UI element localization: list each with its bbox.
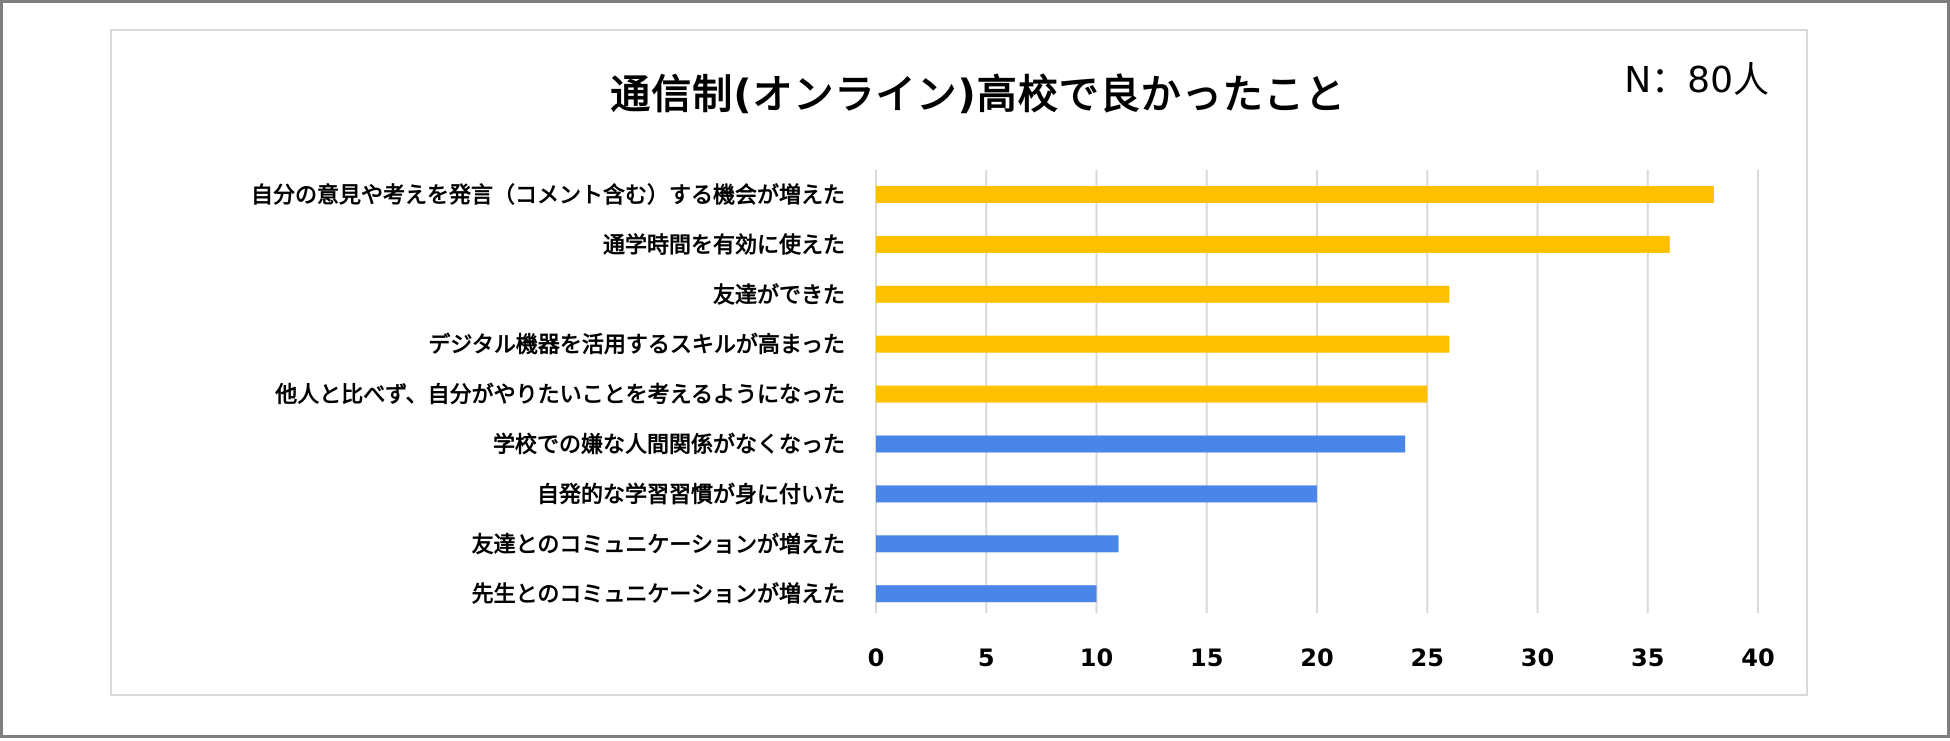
category-label: デジタル機器を活用するスキルが高まった (428, 332, 845, 358)
bars (876, 186, 1714, 603)
category-label: 先生とのコミュニケーションが増えた (472, 582, 845, 608)
category-label: 学校での嫌な人間関係がなくなった (493, 432, 845, 458)
category-label: 自分の意見や考えを発言（コメント含む）する機会が増えた (251, 183, 845, 209)
bar (876, 435, 1406, 453)
x-tick-label: 30 (1521, 644, 1554, 672)
x-tick-label: 40 (1741, 644, 1774, 672)
x-tick-label: 25 (1411, 644, 1444, 672)
bar (876, 485, 1317, 503)
x-tick-label: 15 (1190, 644, 1223, 672)
bar (876, 186, 1714, 203)
chart-area (110, 29, 1808, 696)
category-label: 他人と比べず、自分がやりたいことを考えるようになった (274, 382, 845, 408)
x-tick-label: 5 (978, 644, 995, 672)
bar-chart: 自分の意見や考えを発言（コメント含む）する機会が増えた通学時間を有効に使えた友達… (251, 170, 1775, 672)
x-axis-ticks: 0 5 10 15 20 25 30 35 40 (868, 644, 1775, 672)
category-label: 友達ができた (713, 282, 845, 308)
bar (876, 385, 1428, 403)
bar (876, 585, 1097, 603)
chart-title: 通信制(オンライン)高校で良かったこと (610, 72, 1346, 118)
category-labels: 自分の意見や考えを発言（コメント含む）する機会が増えた通学時間を有効に使えた友達… (251, 183, 845, 608)
x-tick-label: 0 (868, 644, 885, 672)
bar (876, 285, 1450, 303)
x-tick-label: 10 (1080, 644, 1113, 672)
category-label: 通学時間を有効に使えた (603, 232, 845, 258)
bar (876, 335, 1450, 353)
category-label: 自発的な学習習慣が身に付いた (537, 482, 845, 508)
bar (876, 235, 1670, 253)
sample-size-note: N：80人 (1624, 60, 1769, 101)
x-tick-label: 35 (1631, 644, 1664, 672)
x-tick-label: 20 (1300, 644, 1333, 672)
category-label: 友達とのコミュニケーションが増えた (472, 532, 845, 558)
bar (876, 535, 1119, 553)
